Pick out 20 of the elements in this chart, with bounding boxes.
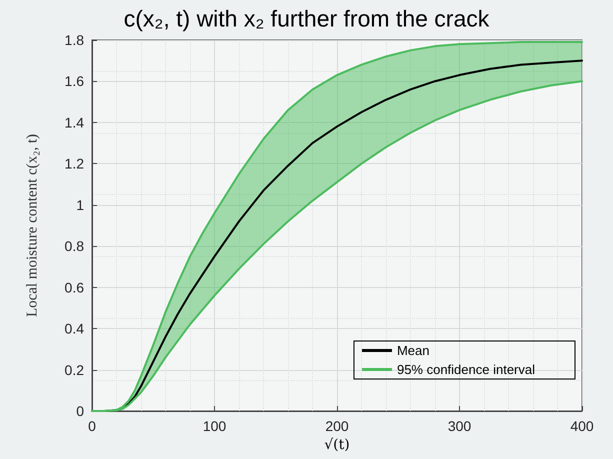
x-tick-label: 200 bbox=[325, 418, 349, 434]
y-tick-label: 0 bbox=[76, 403, 84, 419]
legend-label: 95% confidence interval bbox=[396, 362, 536, 377]
chart-title: c(x₂, t) with x₂ further from the crack bbox=[124, 6, 490, 32]
y-tick-label: 1.8 bbox=[64, 32, 84, 48]
y-tick-label: 0.8 bbox=[64, 238, 84, 254]
y-tick-label: 1 bbox=[76, 196, 84, 213]
x-axis-title: √(t) bbox=[324, 436, 350, 453]
y-tick-label: 1.6 bbox=[64, 73, 84, 90]
y-tick-label: 1.4 bbox=[64, 114, 84, 130]
x-tick-label: 300 bbox=[448, 418, 472, 434]
y-axis-title: Local moisture content c(x₂, t) bbox=[24, 134, 40, 318]
y-tick-label: 0.4 bbox=[64, 320, 84, 337]
x-tick-label: 100 bbox=[202, 418, 226, 434]
y-tick-label: 0.6 bbox=[64, 279, 84, 296]
y-tick-label: 1.2 bbox=[64, 156, 84, 172]
legend-label: Mean bbox=[396, 343, 430, 358]
x-tick-label: 400 bbox=[570, 418, 594, 434]
x-tick-label: 0 bbox=[88, 418, 96, 434]
y-tick-label: 0.2 bbox=[64, 362, 84, 378]
